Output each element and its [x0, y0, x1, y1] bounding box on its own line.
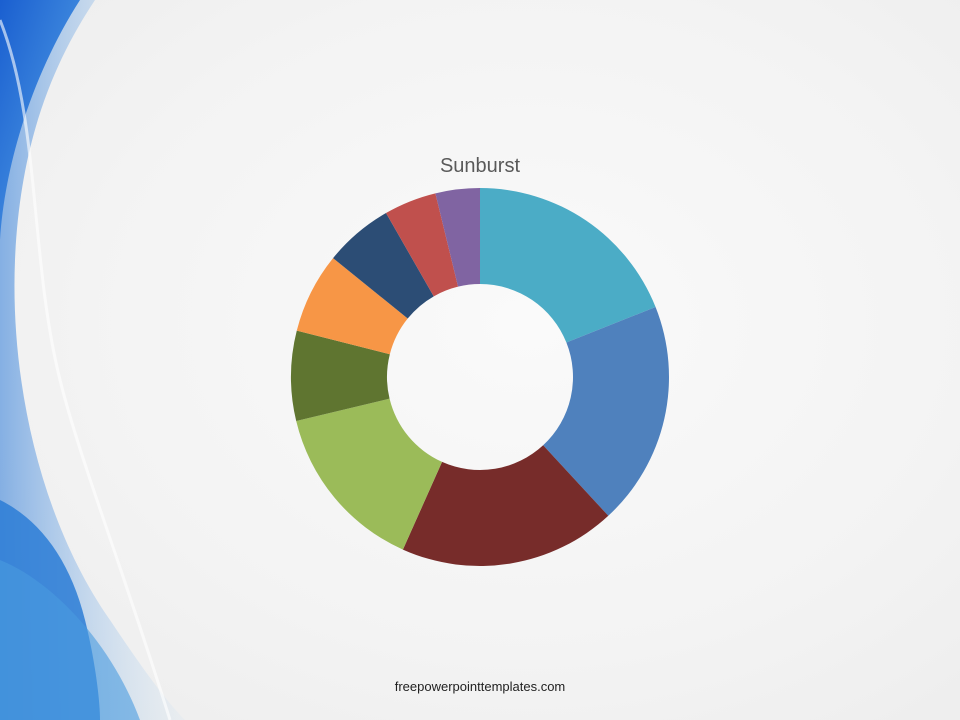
sunburst-segment-2	[543, 307, 669, 516]
sunburst-segment-7	[333, 213, 434, 319]
sunburst-segment-4	[296, 398, 443, 550]
sunburst-segment-6	[296, 258, 408, 355]
sunburst-segment-1	[480, 188, 656, 343]
sunburst-segment-3	[402, 445, 609, 566]
chart-title: Sunburst	[439, 155, 521, 177]
sunburst-segment-8	[386, 193, 459, 297]
sunburst-segment-5	[290, 330, 390, 422]
sunburst-segment-9	[435, 188, 480, 287]
footer-website: freepowerpointtemplates.com	[394, 679, 566, 694]
